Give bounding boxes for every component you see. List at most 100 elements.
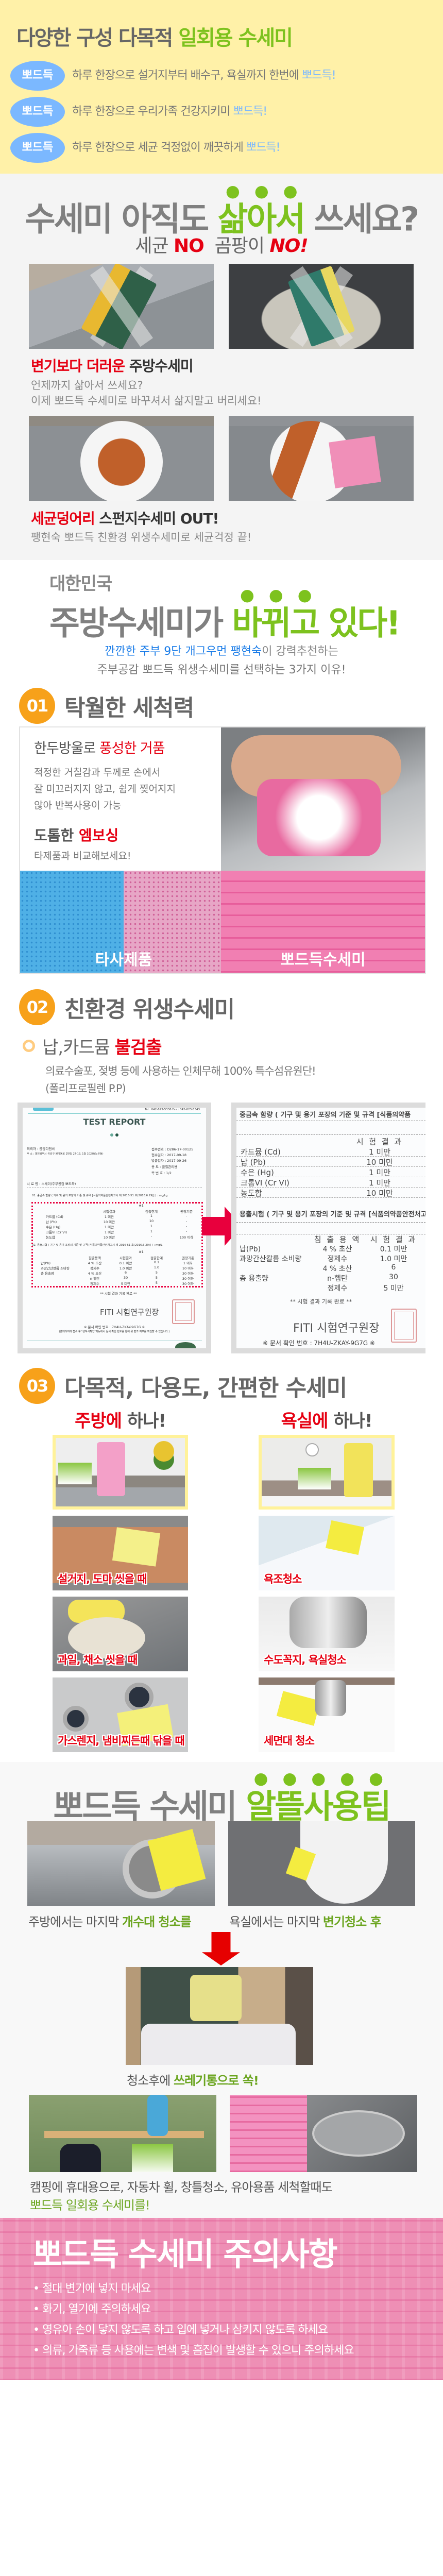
table1-cell: - (185, 1229, 188, 1233)
table1-cell: 1 미만 (104, 1230, 114, 1234)
bath-roll-photo (259, 1435, 395, 1510)
table2-cell: 과망간산칼륨 소비량 (41, 1266, 70, 1270)
caption1-dark: 주방수세미 (125, 358, 194, 375)
rule (236, 1156, 425, 1157)
table1-cell: - (150, 1234, 152, 1239)
intro-title-accent: 일회용 수세미 (178, 26, 293, 50)
caption-accent: 변기청소 후 (322, 1914, 382, 1929)
table2-col-header: 시험결과 (120, 1256, 132, 1260)
burner-shape (63, 1706, 89, 1732)
product-box-shape (132, 2144, 173, 2172)
sub-no: NO! (269, 235, 308, 257)
table1-col-header: 검출한계 (145, 1210, 158, 1214)
zoomed-table2-cell: 0.1 미만 (380, 1245, 407, 1253)
change-line1-gray: 이 강력추천하는 (262, 645, 338, 658)
caution-title: 뽀드득 수세미 주의사항 (33, 2235, 338, 2273)
report-contact: Tel : 042-623-5336 Fax : 042-623-5343 (145, 1108, 200, 1111)
report-client: 의뢰자 : 공감디엔씨 (27, 1147, 55, 1151)
yellow-scrubber-shape (325, 1520, 365, 1555)
change-title-accent: 바뀌고 (232, 604, 320, 643)
foamy-scrubber-shape (257, 779, 381, 856)
boil-title-accent: 삶아서 (217, 200, 306, 239)
caution-item: • 의류, 가죽류 등 사용에는 변색 및 흠집이 발생할 수 있으니 주의하세… (33, 2344, 354, 2357)
table2-cell: 30 이하 (182, 1277, 194, 1281)
kitchen-heading-rest: 하나! (121, 1411, 166, 1432)
reason2-title: 친환경 위생수세미 (64, 996, 235, 1023)
gas-stove-photo: 가스렌지, 냄비찌든때 닦을 때 (53, 1677, 188, 1752)
table2-col-header: 권장기준 (182, 1256, 194, 1260)
certification-mark (175, 1342, 196, 1348)
zoomed-table2-cell: 5 미만 (383, 1284, 404, 1293)
camping-shelf-photo (29, 2095, 216, 2172)
kitchen-heading-red: 주방에 (75, 1411, 122, 1432)
other-product-pink-texture (124, 871, 221, 973)
bath-heading-red: 욕실에 (281, 1411, 329, 1432)
sponge-shape (287, 265, 355, 347)
head1-red: 풍성한 거품 (99, 740, 165, 757)
zoomed-heading2: 용출시험 ( 기구 및 용기 포장의 기준 및 규격 [식품의약품안전처고 (240, 1211, 425, 1218)
zoomed-table2-cell: 과망간산칼륨 소비량 (240, 1255, 302, 1263)
zoomed-table1-cell: 카드뮴 (Cd) (241, 1147, 281, 1157)
table1-heading: 01. 중금속 함량 ( 기구 및 용기 포장의 기준 및 규격 [식품의약품안… (32, 1194, 168, 1197)
table1-cell: 납 (Pb) (46, 1220, 57, 1224)
intro-row-text: 하루 한장으로 세균 걱정없이 깨끗하게 (72, 141, 246, 154)
intro-row-accent: 뽀드득! (302, 69, 336, 82)
reason1-body-line: 않아 반복사용이 가능 (34, 800, 122, 811)
zoomed-report-document: 중금속 함량 ( 기구 및 용기 포장의 기준 및 규격 [식품의약품 시 험 … (231, 1103, 425, 1353)
yellow-roll-shape (344, 1443, 373, 1497)
zoomed-heading1: 중금속 함량 ( 기구 및 용기 포장의 기준 및 규격 [식품의약품 (240, 1111, 411, 1119)
caption1-title: 변기보다 더러운 주방수세미 (31, 355, 194, 376)
boil-title-a: 수세미 아직도 (25, 200, 218, 239)
zoomed-table1-cell: 10 미만 (366, 1189, 393, 1198)
table1-cell: 10 미만 (103, 1235, 115, 1240)
rule (236, 1222, 425, 1223)
test-report-document: Tel : 042-623-5336 Fax : 042-623-5343 TE… (18, 1103, 211, 1353)
table2-col-header: 침출용액 (89, 1256, 101, 1260)
faucet-photo: 수도꼭지, 욕실청소 (259, 1597, 395, 1671)
table1-cell: 10 미만 (103, 1220, 115, 1224)
zoomed-signer: FITI 시험연구원장 (293, 1322, 380, 1335)
tips-section: 뽀드득 수세미 알뜰사용팁 주방에서는 마지막 개수대 청소를 욕실에서는 마지… (0, 1762, 443, 2218)
caption2-line: 팽현숙 뽀드득 친환경 위생수세미로 세균걱정 끝! (31, 531, 252, 544)
table1-cell: - (185, 1219, 188, 1223)
table1-col-header: 시험결과 (103, 1210, 115, 1214)
report-title: TEST REPORT (83, 1117, 146, 1127)
tip-camping-accent: 뽀드득 일회용 수세미를! (30, 2198, 150, 2213)
product-detail-page: 다양한 구성 다목적 일회용 수세미 뽀드득 하루 한장으로 설거지부터 배수구… (0, 0, 443, 2380)
bag-shape (60, 2144, 101, 2172)
label-our-product: 뽀드득수세미 (280, 951, 366, 969)
boil-subtitle: 세균 NO 곰팡이 NO! (0, 231, 443, 258)
bottle-shape (147, 2095, 168, 2136)
plate-shape (80, 421, 163, 501)
product-box-shape (298, 1468, 331, 1489)
table1-cell: 농도합 (46, 1235, 55, 1240)
table1-col-header: 권장기준 (180, 1210, 193, 1214)
table1-cell: 1 미만 (104, 1225, 114, 1229)
caption2-title: 세균덩어리 스펀지수세미 OUT! (31, 507, 219, 528)
report-signer: FITI 시험연구원장 (100, 1308, 159, 1317)
intro-title: 다양한 구성 다목적 일회용 수세미 (16, 21, 293, 51)
table2-cell: 4 % 초산 (88, 1261, 102, 1265)
photo-label: 설거지, 도마 씻을 때 (58, 1573, 147, 1585)
table2-cell: 총 용출량 (41, 1272, 54, 1276)
zoomed-table2-cell: 총 용출량 (240, 1275, 268, 1283)
badge: 뽀드득 (10, 133, 65, 163)
pink-scrubber-shape (329, 436, 381, 488)
yellow-scrubber-shape (276, 1691, 321, 1726)
badge: 뽀드득 (10, 61, 65, 91)
ring-bullet-icon (23, 1040, 35, 1052)
caption-text: 욕실에서는 마지막 (229, 1914, 323, 1929)
used-scrubber-shape (190, 1975, 242, 2021)
intro-row: 하루 한장으로 세균 걱정없이 깨끗하게 뽀드득! (72, 133, 280, 163)
reason1-head1: 한두방울로 풍성한 거품 (34, 737, 165, 757)
tip-trash-caption: 청소후에 쓰레기통으로 쏙! (127, 2071, 259, 2089)
sub-text: 세균 (135, 235, 174, 257)
reason2-head: 납,카드뮴 불검출 (42, 1033, 162, 1059)
table2-cell: 5 미만 (121, 1282, 131, 1286)
our-product-embossed-texture (221, 871, 425, 973)
tips-title: 뽀드득 수세미 알뜰사용팁 (0, 1769, 443, 1828)
table2-sample: #1 (139, 1250, 144, 1254)
decor-dot (115, 1133, 118, 1137)
table1-cell: - (185, 1214, 188, 1218)
flower-shape (154, 1441, 174, 1462)
